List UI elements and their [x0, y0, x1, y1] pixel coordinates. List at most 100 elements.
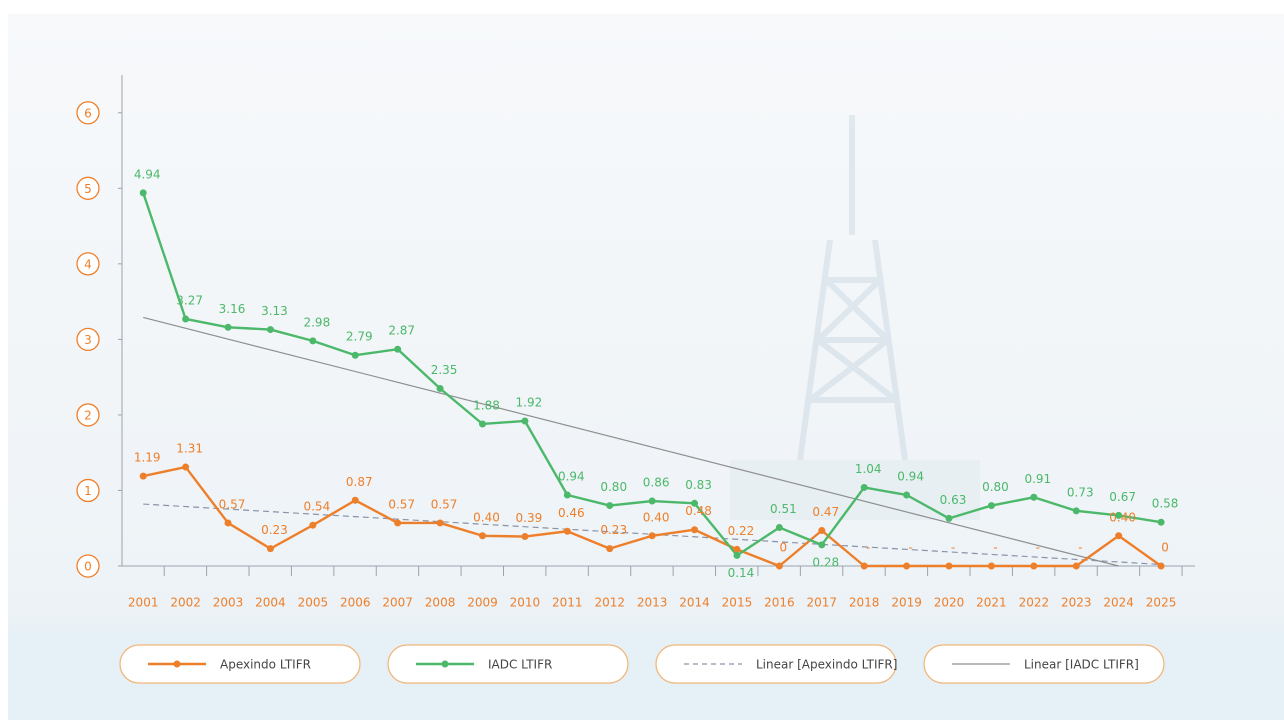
data-label: 0.57 — [219, 497, 246, 511]
data-point — [351, 351, 359, 359]
x-tick-label: 2024 — [1103, 596, 1134, 610]
data-point — [521, 417, 529, 425]
data-label: 3.27 — [176, 293, 203, 307]
data-label: - — [1078, 541, 1082, 555]
x-tick-label: 2005 — [298, 596, 329, 610]
x-tick-label: 2007 — [382, 596, 413, 610]
data-point — [733, 551, 741, 559]
data-label: 0.40 — [473, 510, 500, 524]
trend-line — [143, 316, 1119, 567]
data-point — [1072, 562, 1080, 570]
data-label: 0.22 — [728, 524, 755, 538]
data-point — [903, 562, 911, 570]
data-label: 0.83 — [685, 478, 712, 492]
data-point — [860, 483, 868, 491]
data-point — [775, 562, 783, 570]
data-point — [1115, 532, 1123, 540]
data-label: 0.80 — [982, 480, 1009, 494]
x-tick-label: 2013 — [637, 596, 668, 610]
data-point — [139, 189, 147, 197]
data-point — [309, 521, 317, 529]
y-tick-label: 1 — [84, 484, 92, 498]
data-point — [1157, 562, 1165, 570]
data-point — [224, 323, 232, 331]
x-tick-label: 2006 — [340, 596, 371, 610]
derrick-illustration — [730, 115, 980, 520]
data-point — [436, 519, 444, 527]
data-point — [563, 491, 571, 499]
legend-item: Linear [IADC LTIFR] — [923, 644, 1165, 684]
data-label: 0.40 — [643, 510, 670, 524]
data-label: 4.94 — [134, 167, 161, 181]
data-label: 2.98 — [303, 315, 330, 329]
data-point — [182, 463, 190, 471]
data-label: 2.35 — [431, 363, 458, 377]
data-point — [818, 541, 826, 549]
legend-label: IADC LTIFR — [488, 658, 552, 672]
x-tick-label: 2012 — [594, 596, 625, 610]
data-label: 3.13 — [261, 304, 288, 318]
data-point — [436, 384, 444, 392]
x-tick-label: 2011 — [552, 596, 583, 610]
y-tick-label: 0 — [84, 560, 92, 574]
y-tick-badge — [76, 327, 100, 352]
data-point — [987, 562, 995, 570]
legend-item: Apexindo LTIFR — [119, 644, 361, 684]
data-point — [563, 527, 571, 535]
data-point — [139, 472, 147, 480]
x-tick-label: 2023 — [1061, 596, 1092, 610]
data-label: 1.31 — [176, 442, 203, 456]
data-label: 0.94 — [558, 469, 585, 483]
x-tick-label: 2016 — [764, 596, 795, 610]
data-label: 3.16 — [219, 302, 246, 316]
x-tick-label: 2015 — [722, 596, 753, 610]
data-point — [860, 562, 868, 570]
data-label: 0 — [1161, 541, 1169, 555]
x-tick-label: 2021 — [976, 596, 1007, 610]
legend-marker — [173, 660, 181, 668]
data-label: - — [866, 541, 870, 555]
data-label: - — [993, 541, 997, 555]
data-point — [266, 326, 274, 334]
data-point — [1030, 562, 1038, 570]
data-label: - — [908, 541, 912, 555]
data-label: 1.19 — [134, 451, 161, 465]
data-label: 0.46 — [558, 506, 585, 520]
x-tick-label: 2008 — [425, 596, 456, 610]
data-label: 0.94 — [897, 469, 924, 483]
legend-box — [655, 644, 897, 684]
data-point — [987, 502, 995, 510]
x-tick-label: 2010 — [510, 596, 541, 610]
y-tick-badge — [76, 101, 100, 125]
x-tick-label: 2022 — [1019, 596, 1050, 610]
data-label: 0.54 — [303, 500, 330, 514]
legend-box — [387, 644, 629, 684]
data-label: 0.48 — [685, 504, 712, 518]
data-label: - — [1036, 541, 1040, 555]
data-label: 0.73 — [1067, 485, 1094, 499]
data-point — [478, 532, 486, 540]
data-label: 0.91 — [1024, 472, 1051, 486]
x-tick-label: 2014 — [679, 596, 710, 610]
data-label: 0.51 — [770, 502, 797, 516]
y-tick-badge — [76, 176, 100, 200]
data-point — [394, 519, 402, 527]
data-point — [1115, 511, 1123, 519]
y-tick-label: 3 — [84, 333, 92, 347]
data-point — [478, 420, 486, 428]
legend-item: IADC LTIFR — [387, 644, 629, 684]
data-point — [648, 497, 656, 505]
y-tick-label: 6 — [84, 106, 92, 120]
data-point — [182, 315, 190, 323]
x-tick-label: 2009 — [467, 596, 498, 610]
data-point — [521, 533, 529, 541]
data-label: 1.04 — [855, 462, 882, 476]
data-label: 0.67 — [1109, 490, 1136, 504]
data-point — [945, 562, 953, 570]
data-label: 2.79 — [346, 330, 373, 344]
data-point — [266, 545, 274, 553]
data-point — [733, 545, 741, 553]
data-label: 0.23 — [261, 523, 288, 537]
y-tick-badge — [76, 478, 100, 503]
